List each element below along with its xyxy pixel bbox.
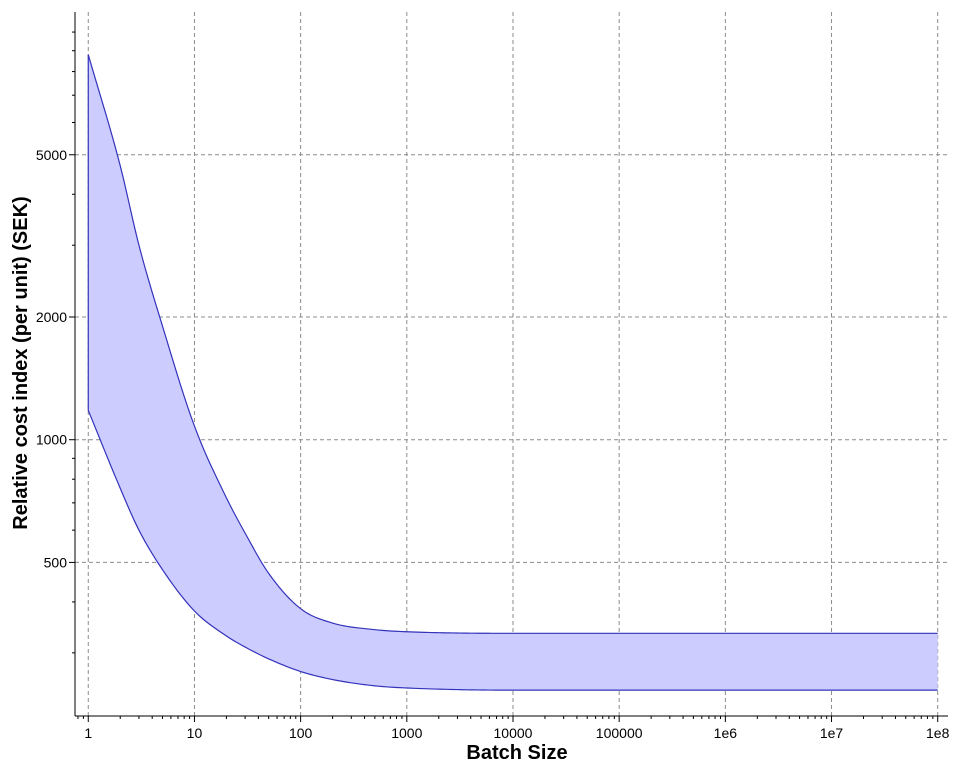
lower-bound-line (87, 410, 938, 691)
upper-bound-line (87, 54, 938, 634)
x-tick-label: 1e6 (714, 725, 738, 741)
x-axis-title: Batch Size (466, 742, 567, 764)
x-tick-labels: 1 10 100 1000 10000 100000 1e6 1e7 1e8 (84, 725, 949, 741)
x-tick-label: 1e7 (820, 725, 844, 741)
grid-lines (75, 12, 948, 716)
x-tick-label: 1 (84, 725, 92, 741)
y-tick-labels: 500 1000 2000 5000 (36, 147, 67, 571)
x-tick-label: 10 (187, 725, 203, 741)
y-tick-label: 5000 (36, 147, 67, 163)
y-tick-label: 1000 (36, 432, 67, 448)
y-tick-label: 2000 (36, 309, 67, 325)
axes (69, 12, 948, 722)
band-series (87, 54, 938, 691)
x-tick-label: 10000 (494, 725, 533, 741)
x-tick-label: 1e8 (926, 725, 950, 741)
y-tick-label: 500 (44, 554, 68, 570)
x-tick-label: 100000 (596, 725, 643, 741)
x-tick-label: 100 (289, 725, 313, 741)
y-axis-title: Relative cost index (per unit) (SEK) (10, 196, 32, 529)
x-tick-label: 1000 (391, 725, 422, 741)
